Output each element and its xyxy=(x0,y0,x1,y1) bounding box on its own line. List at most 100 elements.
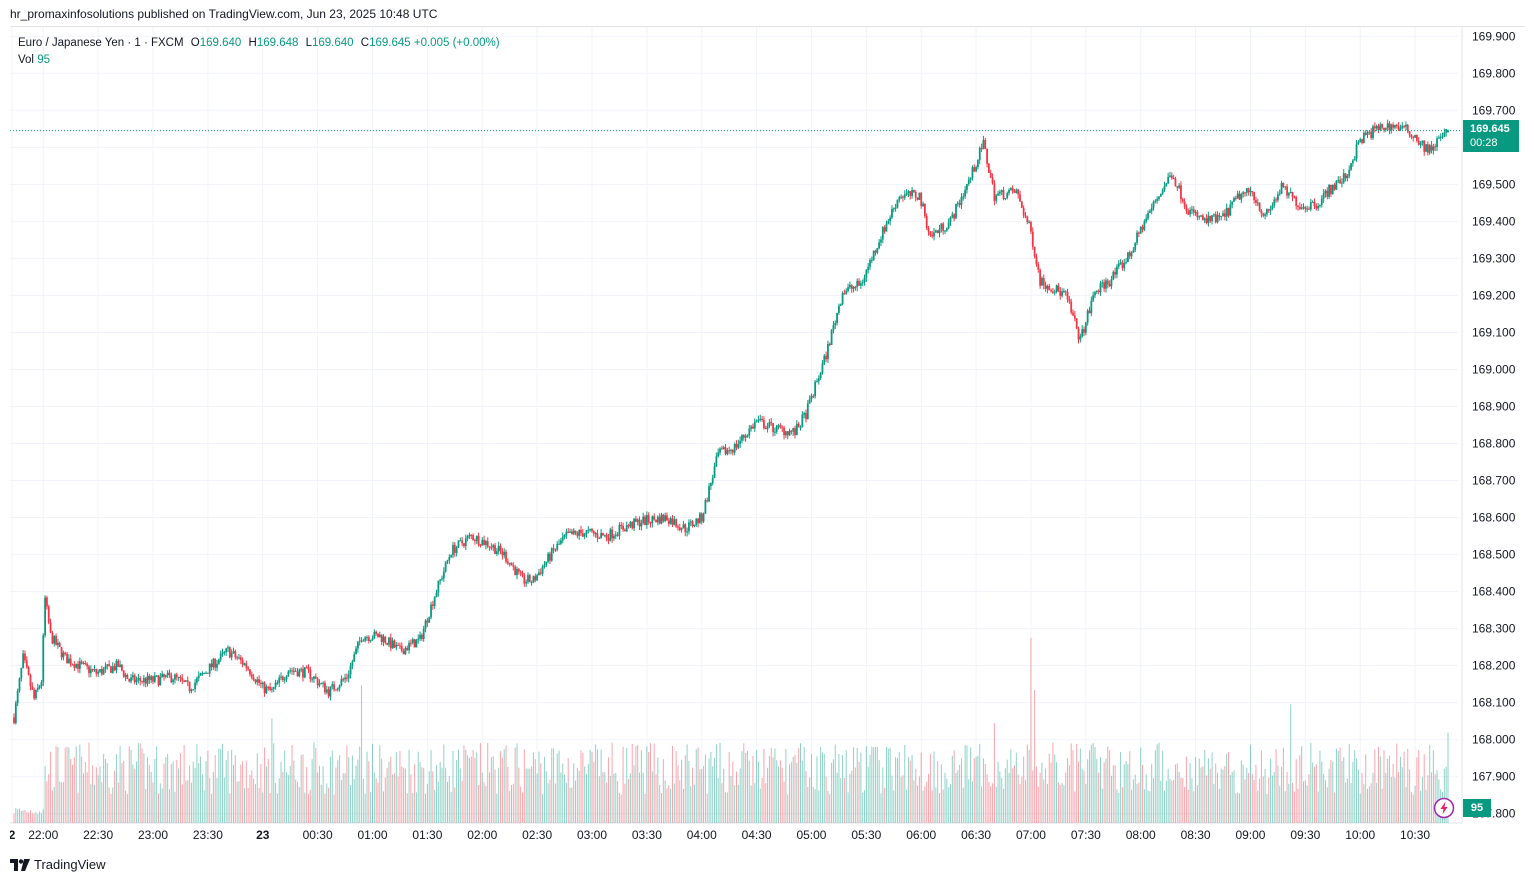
x-tick-label: 02:30 xyxy=(522,828,552,842)
candle-body xyxy=(135,679,138,683)
candle-body xyxy=(404,647,407,655)
candle-body xyxy=(536,575,539,581)
candle-body xyxy=(622,525,624,530)
candle-body xyxy=(1030,222,1032,232)
candle-body xyxy=(1068,299,1071,302)
candle-body xyxy=(859,283,862,286)
candle-body xyxy=(759,418,762,420)
candle-body xyxy=(585,530,588,534)
tradingview-logo[interactable]: TradingView xyxy=(10,857,106,872)
candle-body xyxy=(1125,262,1127,264)
candle-body xyxy=(444,561,447,572)
candle-body xyxy=(1044,285,1047,289)
candle-body xyxy=(711,477,714,484)
candle-body xyxy=(944,230,946,232)
candle-body xyxy=(428,617,431,623)
candle-body xyxy=(164,675,167,678)
candle-body xyxy=(929,231,932,235)
candle-body xyxy=(836,312,838,323)
candle-body xyxy=(483,539,485,546)
candle-body xyxy=(1114,271,1117,275)
lightning-icon[interactable] xyxy=(1433,797,1455,819)
candle-body xyxy=(1368,131,1371,133)
candle-body xyxy=(1116,266,1118,275)
candle-body xyxy=(805,413,807,420)
candle-body xyxy=(1150,207,1153,211)
candle-body xyxy=(945,228,948,231)
candle-body xyxy=(1264,214,1266,216)
candle-body xyxy=(245,663,248,668)
symbol-label[interactable]: Euro / Japanese Yen · 1 · FXCM xyxy=(18,37,184,49)
candle-body xyxy=(397,644,400,646)
candle-body xyxy=(993,183,996,201)
candle-body xyxy=(534,576,537,581)
candle-body xyxy=(1287,193,1290,196)
candle-body xyxy=(148,675,151,681)
y-tick-label: 168.800 xyxy=(1472,437,1516,451)
candle-body xyxy=(876,247,879,253)
price-chart[interactable]: 169.900169.800169.700169.600169.500169.4… xyxy=(10,27,1525,851)
candle-body xyxy=(1017,189,1020,195)
y-tick-label: 169.100 xyxy=(1472,325,1516,339)
candle-body xyxy=(250,674,253,678)
candle-body xyxy=(967,179,970,185)
candle-body xyxy=(832,325,835,331)
candle-body xyxy=(384,636,387,643)
candle-body xyxy=(858,280,860,286)
candle-body xyxy=(95,669,98,674)
candle-body xyxy=(170,675,173,683)
candle-body xyxy=(911,190,913,196)
candle-body xyxy=(1346,175,1349,179)
candle-body xyxy=(78,661,81,669)
candle-body xyxy=(294,670,297,672)
candle-body xyxy=(1322,193,1325,199)
candle-body xyxy=(53,636,56,644)
candle-body xyxy=(913,190,915,193)
candle-body xyxy=(20,667,23,679)
candle-body xyxy=(1319,204,1321,206)
candle-body xyxy=(1344,173,1347,179)
candle-body xyxy=(894,207,897,209)
candle-body xyxy=(1236,193,1239,199)
x-tick-label: 04:30 xyxy=(742,828,772,842)
candle-body xyxy=(761,418,763,420)
y-tick-label: 169.500 xyxy=(1472,177,1516,191)
volume-label[interactable]: Vol xyxy=(18,54,34,66)
chart-frame[interactable]: 169.900169.800169.700169.600169.500169.4… xyxy=(10,26,1525,851)
candle-body xyxy=(1055,285,1058,293)
candle-body xyxy=(378,634,381,638)
candle-body xyxy=(986,148,988,164)
candle-body xyxy=(1313,201,1316,206)
candle-body xyxy=(309,669,312,680)
candle-body xyxy=(417,638,420,640)
candle-body xyxy=(1019,194,1021,202)
candle-body xyxy=(934,230,937,233)
candle-body xyxy=(763,419,765,429)
candle-body xyxy=(1099,283,1102,293)
candle-body xyxy=(885,223,888,232)
candle-body xyxy=(717,452,720,457)
candle-body xyxy=(1132,249,1135,253)
candle-body xyxy=(1148,210,1151,213)
candle-body xyxy=(313,676,315,679)
candle-body xyxy=(278,677,281,683)
candle-body xyxy=(490,547,493,549)
candle-body xyxy=(185,680,187,682)
candle-body xyxy=(784,431,787,436)
candle-body xyxy=(667,520,670,524)
candle-body xyxy=(463,543,465,547)
candle-body xyxy=(1222,213,1224,216)
candle-body xyxy=(55,636,57,645)
candle-body xyxy=(656,516,659,523)
candle-body xyxy=(731,450,734,453)
candle-body xyxy=(356,641,359,649)
candle-body xyxy=(927,227,930,232)
candle-body xyxy=(1390,124,1393,131)
candle-body xyxy=(466,536,469,539)
candle-body xyxy=(922,203,924,207)
candle-body xyxy=(446,560,449,562)
x-tick-label: 22:00 xyxy=(28,828,58,842)
candle-body xyxy=(106,664,109,667)
candle-body xyxy=(1227,207,1230,216)
candle-body xyxy=(77,663,79,669)
